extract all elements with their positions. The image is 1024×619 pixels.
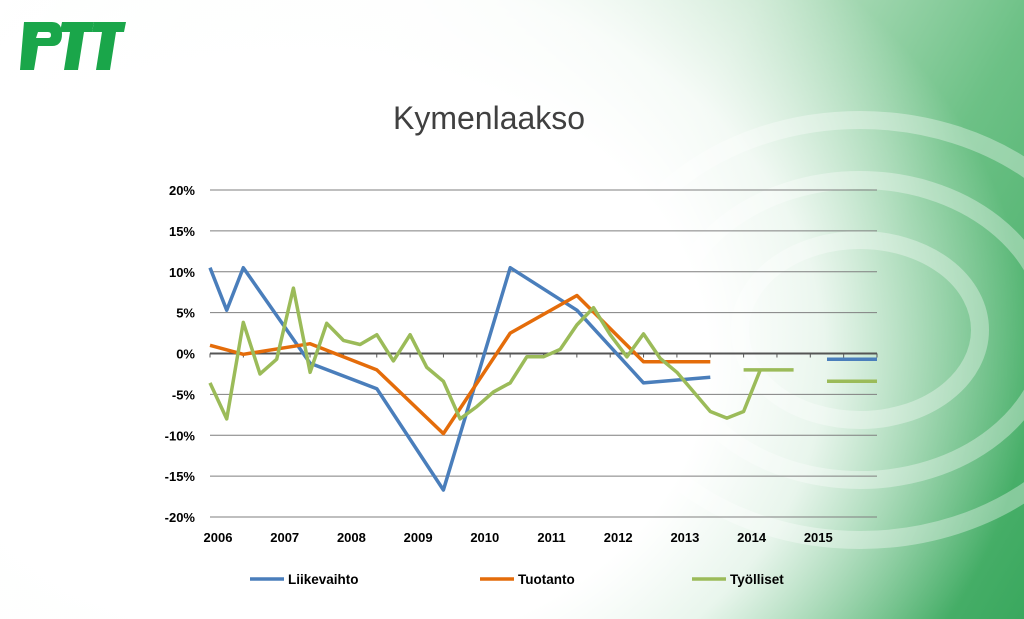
y-tick-label: -20% <box>165 510 196 525</box>
gridlines <box>209 189 878 518</box>
x-tick-label: 2010 <box>470 530 499 545</box>
x-tick-label: 2007 <box>270 530 299 545</box>
x-axis-ticks: 2006 2007 2008 2009 2010 2011 2012 2013 2014 2015 <box>204 530 833 545</box>
x-tick-label: 2014 <box>737 530 767 545</box>
x-tick-label: 2008 <box>337 530 366 545</box>
y-tick-label: 20% <box>169 183 195 198</box>
ptt-logo <box>20 22 126 70</box>
series-lines <box>208 265 877 492</box>
series-line-tuotanto-0 <box>209 293 711 436</box>
y-tick-label: 15% <box>169 224 195 239</box>
series-line-liikevaihto-0 <box>208 265 711 492</box>
y-tick-label: 10% <box>169 265 195 280</box>
y-tick-label: 5% <box>176 306 195 321</box>
x-tick-label: 2011 <box>537 530 565 545</box>
series-line-ty-lliset-0 <box>208 286 762 421</box>
x-tick-label: 2012 <box>604 530 633 545</box>
y-tick-label: 0% <box>176 347 195 362</box>
chart-title: Kymenlaakso <box>393 100 586 136</box>
y-tick-label: -10% <box>165 428 196 443</box>
y-tick-label: -5% <box>172 387 196 402</box>
y-tick-label: -15% <box>165 469 196 484</box>
legend: Liikevaihto Tuotanto Työlliset <box>250 572 784 587</box>
x-tick-label: 2006 <box>204 530 233 545</box>
legend-label: Työlliset <box>730 572 784 587</box>
legend-label: Liikevaihto <box>288 572 359 587</box>
legend-label: Tuotanto <box>518 572 575 587</box>
y-axis-ticks: -20% -15% -10% -5% 0% 5% 10% 15% 20% <box>165 183 196 525</box>
x-tick-label: 2009 <box>404 530 433 545</box>
x-tick-label: 2013 <box>670 530 699 545</box>
x-tick-label: 2015 <box>804 530 833 545</box>
